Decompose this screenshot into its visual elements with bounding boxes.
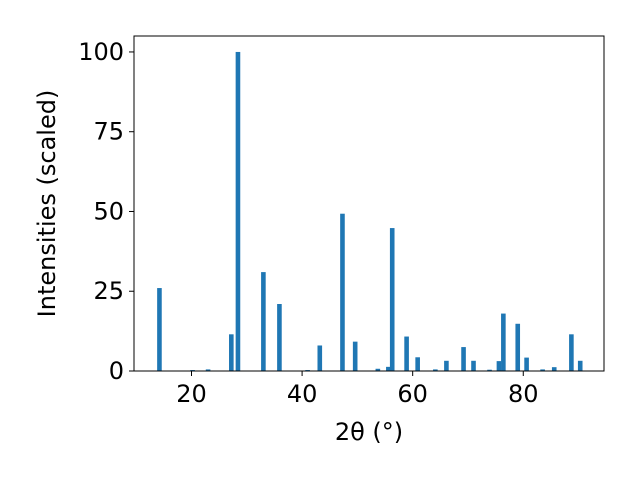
y-axis-label: Intensities (scaled) — [33, 90, 61, 318]
bar-2 — [205, 369, 211, 371]
bar-8 — [317, 345, 323, 371]
bar-25 — [540, 369, 545, 371]
y-tick-label-4: 100 — [78, 38, 124, 66]
x-tick-label-1: 40 — [287, 380, 318, 408]
bar-6 — [277, 304, 282, 371]
bar-14 — [404, 336, 409, 371]
bar-3 — [229, 334, 234, 371]
bar-17 — [444, 360, 449, 371]
bar-27 — [569, 334, 574, 371]
bar-9 — [340, 213, 345, 371]
y-tick-label-1: 25 — [93, 277, 124, 305]
bar-15 — [415, 357, 420, 371]
bar-22 — [501, 313, 506, 371]
bar-21 — [496, 361, 502, 371]
bar-0 — [157, 288, 162, 371]
y-tick-label-3: 75 — [93, 118, 124, 146]
plot-frame — [133, 35, 605, 372]
bar-23 — [515, 323, 521, 371]
bar-24 — [524, 357, 529, 371]
bar-18 — [461, 347, 466, 371]
bar-13 — [389, 228, 395, 371]
bar-19 — [471, 360, 476, 371]
y-axis-ticks: 0 25 50 75 100 — [78, 38, 134, 385]
x-axis-label: 2θ (°) — [335, 418, 403, 446]
bar-26 — [551, 367, 557, 371]
bar-4 — [235, 51, 241, 371]
y-tick-label-0: 0 — [109, 357, 124, 385]
bar-12 — [386, 366, 391, 371]
bar-28 — [577, 360, 583, 371]
bar-11 — [375, 368, 381, 371]
bars-group — [157, 51, 583, 371]
bar-16 — [433, 369, 438, 371]
x-tick-label-2: 60 — [397, 380, 428, 408]
x-tick-label-3: 80 — [508, 380, 539, 408]
bar-5 — [261, 272, 266, 371]
x-tick-label-0: 20 — [176, 380, 207, 408]
bar-20 — [487, 369, 492, 371]
y-tick-label-2: 50 — [93, 197, 124, 225]
x-axis-ticks: 20 40 60 80 — [176, 371, 539, 408]
bar-10 — [352, 341, 358, 371]
